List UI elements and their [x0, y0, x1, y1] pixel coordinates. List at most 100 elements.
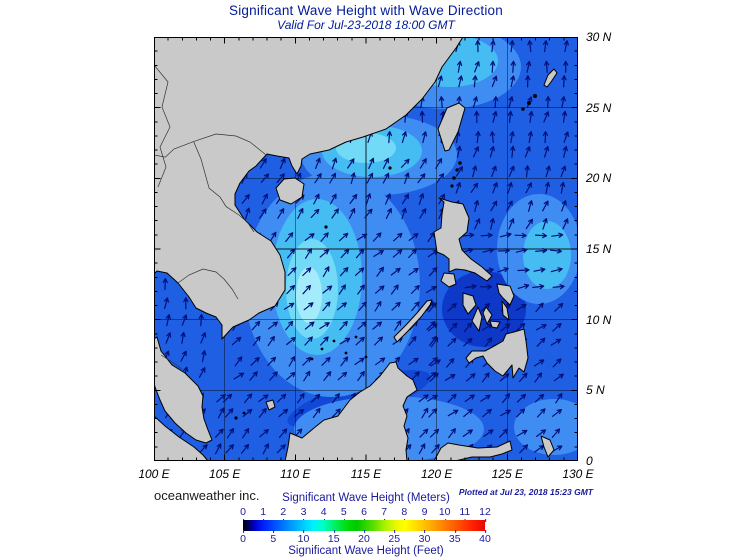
wave-arrow — [526, 60, 532, 73]
wave-arrow — [181, 314, 188, 326]
wave-arrow — [429, 372, 439, 382]
wave-arrow — [463, 408, 473, 418]
wave-arrow — [544, 60, 550, 73]
wave-arrow — [278, 408, 289, 418]
lon-label: 110 E — [280, 467, 311, 481]
luzon — [433, 197, 493, 282]
wave-arrow — [437, 75, 443, 88]
wave-arrow — [430, 337, 439, 348]
wave-arrow — [368, 157, 375, 169]
wave-arrow — [366, 172, 374, 184]
wave-arrow — [408, 357, 419, 366]
wave-arrow — [508, 218, 515, 230]
wave-arrow — [535, 324, 547, 331]
wave-arrow — [319, 322, 330, 330]
wave-arrow — [543, 40, 549, 53]
wave-arrow — [201, 350, 207, 363]
wave-arrow — [183, 297, 189, 310]
wave-arrow — [340, 356, 349, 367]
wave-map — [154, 37, 578, 461]
wave-arrow — [269, 371, 278, 381]
wave-arrow — [499, 428, 509, 438]
wave-arrow — [480, 394, 491, 402]
wave-arrow — [180, 331, 186, 344]
wave-arrow — [302, 284, 311, 295]
wave-arrow — [287, 248, 296, 259]
wave-arrow — [560, 96, 566, 109]
wave-arrow — [337, 302, 347, 311]
wave-arrow — [524, 146, 531, 158]
wave-arrow — [385, 208, 392, 219]
legend-tick-value: 0 — [240, 530, 246, 545]
wave-arrow — [355, 336, 365, 346]
wave-arrow — [516, 323, 526, 332]
wave-arrow — [491, 75, 498, 88]
wave-arrow — [162, 278, 168, 291]
wave-arrow — [419, 110, 425, 123]
wave-arrow — [372, 232, 382, 242]
wave-arrow — [305, 248, 312, 259]
wave-arrow — [560, 181, 566, 194]
wave-arrow — [411, 301, 420, 312]
wave-arrow — [376, 266, 384, 277]
wave-arrow — [313, 193, 320, 205]
wave-arrow — [310, 208, 320, 219]
wave-arrow — [435, 158, 443, 169]
wave-arrow — [542, 131, 549, 144]
wave-arrow — [536, 337, 546, 347]
lon-label: 130 E — [562, 467, 594, 481]
wave-arrow — [329, 172, 336, 184]
taiwan — [437, 102, 466, 152]
wave-arrow — [285, 232, 294, 242]
wave-arrow — [216, 394, 226, 403]
borneo — [284, 361, 418, 461]
wave-arrow — [534, 394, 545, 403]
wave-arrow — [474, 200, 480, 212]
wave-arrow — [527, 131, 533, 144]
wave-arrow — [320, 336, 329, 346]
lat-label: 5 N — [586, 383, 605, 398]
wave-arrow — [286, 371, 296, 381]
wave-arrow — [448, 322, 458, 332]
legend-tick-value: 30 — [418, 530, 431, 545]
sulawesi — [433, 440, 513, 461]
wave-arrow — [374, 301, 382, 312]
halmahera — [540, 435, 555, 458]
wave-arrow — [455, 182, 462, 194]
wave-arrow — [543, 111, 550, 123]
wave-arrow — [163, 297, 169, 310]
legend-tick-value: 8 — [401, 506, 408, 522]
wave-arrow — [269, 231, 277, 243]
wave-arrow — [525, 75, 531, 88]
wave-arrow — [427, 394, 438, 402]
wave-arrow — [466, 373, 476, 382]
legend-tick-value: 10 — [297, 530, 310, 545]
wave-arrow — [382, 157, 389, 169]
wave-arrow — [312, 407, 321, 418]
wave-arrow — [482, 247, 495, 253]
wave-arrow — [408, 336, 417, 346]
wave-arrow — [390, 284, 399, 295]
lat-label: 25 N — [586, 100, 612, 115]
wave-arrow — [475, 131, 481, 144]
small-islands — [234, 94, 537, 420]
latitude-axis-labels: 30 N 25 N 20 N 15 N 10 N 5 N 0 — [586, 0, 626, 560]
wave-arrow — [510, 60, 516, 73]
mindoro — [440, 272, 457, 288]
wave-arrow — [408, 248, 417, 259]
wave-arrow — [283, 302, 295, 310]
wave-arrow — [276, 444, 286, 454]
wave-arrow — [244, 393, 253, 404]
wave-arrow — [481, 372, 490, 383]
wave-arrow — [550, 338, 562, 346]
wave-arrow — [527, 40, 533, 53]
wave-arrow — [472, 75, 478, 88]
wave-arrow — [287, 267, 297, 277]
wave-arrow — [428, 267, 438, 277]
wave-arrow — [428, 302, 437, 313]
legend-tick-value: 4 — [320, 506, 327, 522]
wave-arrow — [421, 407, 429, 419]
wave-arrow — [510, 75, 516, 88]
wave-arrow — [311, 393, 321, 403]
wave-arrow — [562, 145, 568, 158]
